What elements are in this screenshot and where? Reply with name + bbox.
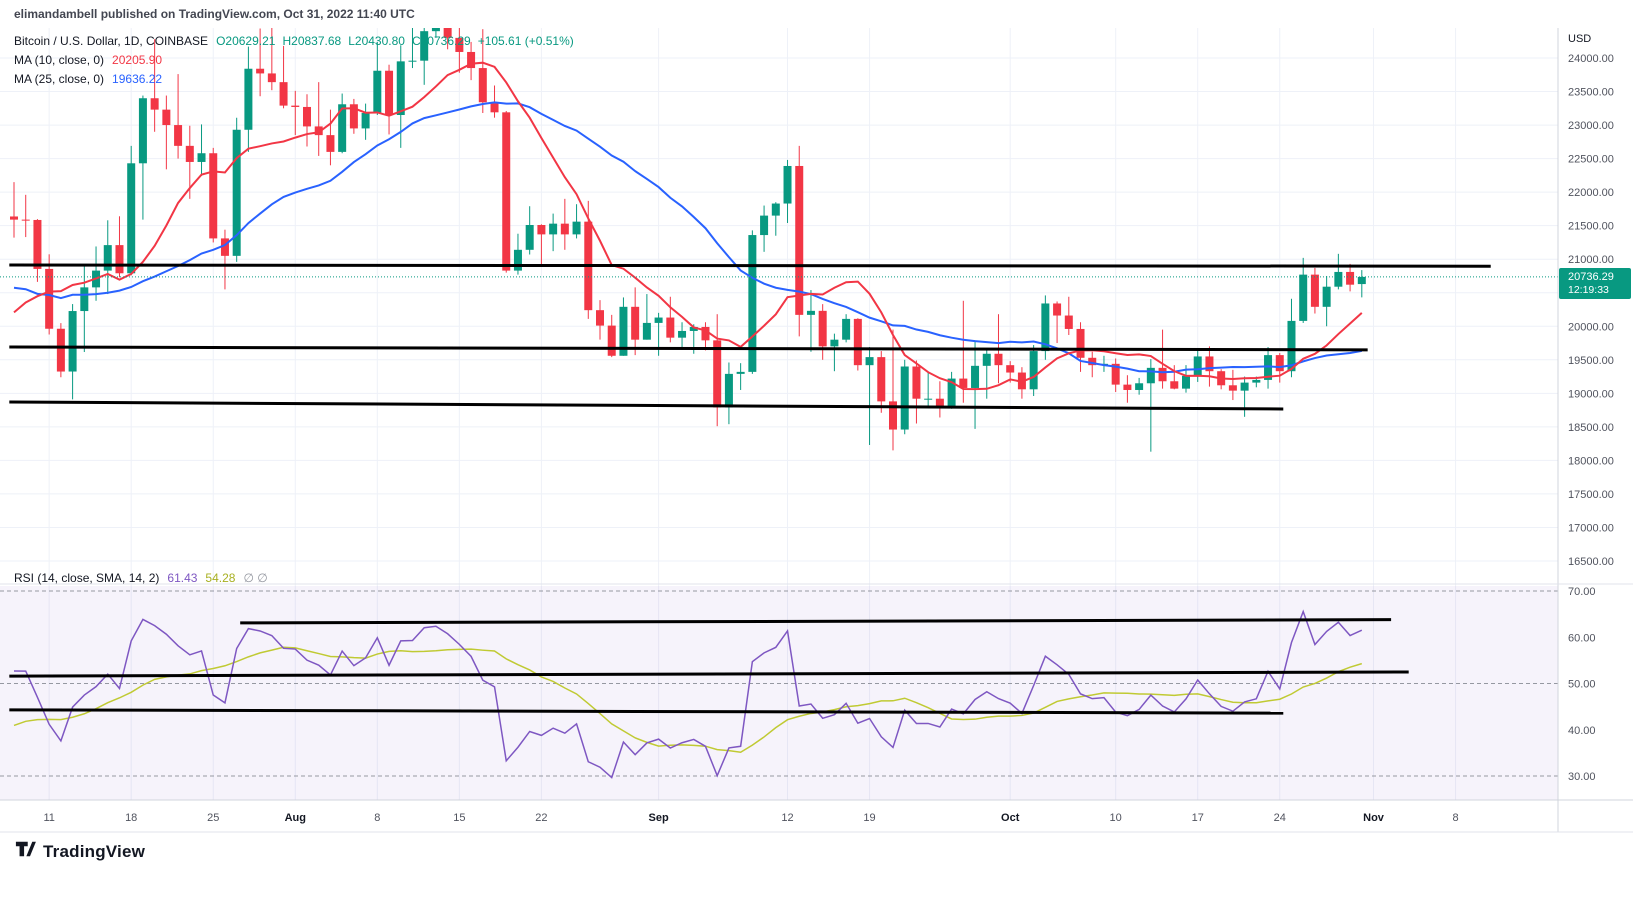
publish-header: elimandambell published on TradingView.c… (0, 0, 1633, 28)
svg-text:16500.00: 16500.00 (1568, 556, 1614, 568)
svg-text:8: 8 (1452, 812, 1458, 824)
ma10-label: MA (10, close, 0) (14, 52, 105, 67)
gridlines (0, 28, 1558, 800)
svg-text:22: 22 (535, 812, 547, 824)
svg-text:22000.00: 22000.00 (1568, 187, 1614, 199)
rsi-value: 61.43 (167, 571, 198, 585)
svg-text:21500.00: 21500.00 (1568, 221, 1614, 233)
ohlc-values: O20629.21 H20837.68 L20430.80 C20736.29 … (216, 34, 574, 48)
svg-text:40.00: 40.00 (1568, 725, 1596, 737)
svg-text:12: 12 (781, 812, 793, 824)
open-label: O (216, 33, 226, 48)
currency-label: USD (1568, 33, 1591, 45)
rsi-trendline[interactable] (9, 708, 1284, 715)
bar-close-countdown: 12:19:33 (1568, 284, 1609, 296)
svg-text:19: 19 (863, 812, 875, 824)
svg-text:18: 18 (125, 812, 137, 824)
svg-text:25: 25 (207, 812, 219, 824)
rsi-pane-background (0, 586, 1558, 800)
open-value: 20629.21 (225, 33, 276, 48)
rsi-trendline[interactable] (240, 618, 1392, 625)
svg-text:60.00: 60.00 (1568, 632, 1596, 644)
svg-text:70.00: 70.00 (1568, 586, 1596, 598)
publish-info-text: elimandambell published on TradingView.c… (14, 7, 415, 21)
low-label: L (348, 33, 355, 48)
ma10-legend-row[interactable]: MA (10, close, 0) 20205.90 (14, 50, 574, 69)
time-axis[interactable]: 11 18 25 Aug 8 15 22 Sep 12 19 Oct 10 17 24 Nov 8 (43, 812, 1458, 824)
main-legend: Bitcoin / U.S. Dollar, 1D, COINBASE O206… (14, 31, 574, 88)
symbol-legend-row[interactable]: Bitcoin / U.S. Dollar, 1D, COINBASE O206… (14, 31, 574, 50)
svg-text:17000.00: 17000.00 (1568, 522, 1614, 534)
rsi-line[interactable] (13, 609, 1363, 779)
svg-text:Aug: Aug (285, 812, 306, 824)
rsi-legend-row[interactable]: RSI (14, close, SMA, 14, 2) 61.43 54.28 … (14, 571, 268, 585)
last-price-value: 20736.29 (1568, 271, 1614, 283)
tradingview-logo-icon[interactable] (14, 839, 36, 864)
ma10-line[interactable] (13, 61, 1363, 391)
svg-text:15: 15 (453, 812, 465, 824)
rsi-trendline[interactable] (9, 670, 1409, 678)
svg-text:19000.00: 19000.00 (1568, 388, 1614, 400)
close-label: C (411, 33, 421, 48)
svg-text:50.00: 50.00 (1568, 679, 1596, 691)
svg-text:30.00: 30.00 (1568, 771, 1596, 783)
svg-text:24000.00: 24000.00 (1568, 53, 1614, 65)
symbol-description[interactable]: Bitcoin / U.S. Dollar, 1D, COINBASE (14, 33, 209, 48)
svg-text:23000.00: 23000.00 (1568, 120, 1614, 132)
price-trendline[interactable] (9, 400, 1284, 411)
last-price-badge: 20736.29 12:19:33 (1559, 268, 1631, 299)
svg-text:10: 10 (1110, 812, 1122, 824)
ma25-label: MA (25, close, 0) (14, 71, 105, 86)
svg-text:18500.00: 18500.00 (1568, 422, 1614, 434)
svg-text:20000.00: 20000.00 (1568, 321, 1614, 333)
high-value: 20837.68 (291, 33, 342, 48)
price-trendline[interactable] (9, 263, 1491, 268)
low-value: 20430.80 (354, 33, 405, 48)
ma25-line[interactable] (13, 101, 1362, 374)
rsi-ma-line[interactable] (13, 646, 1363, 754)
footer: TradingView (14, 839, 145, 864)
change-value: +105.61 (+0.51%) (477, 33, 574, 48)
svg-text:18000.00: 18000.00 (1568, 455, 1614, 467)
tradingview-wordmark[interactable]: TradingView (43, 841, 146, 861)
price-trendline[interactable] (9, 345, 1368, 352)
rsi-ma-value: 54.28 (205, 571, 236, 585)
high-label: H (282, 33, 292, 48)
price-axis[interactable]: USD 24000.00 23500.00 23000.00 22500.00 22000… (1568, 33, 1614, 783)
rsi-band-values: ∅ ∅ (243, 571, 268, 585)
svg-text:22500.00: 22500.00 (1568, 154, 1614, 166)
svg-text:8: 8 (374, 812, 380, 824)
ma10-value: 20205.90 (112, 52, 163, 67)
svg-text:24: 24 (1274, 812, 1286, 824)
close-value: 20736.29 (420, 33, 471, 48)
svg-text:17500.00: 17500.00 (1568, 489, 1614, 501)
ma25-legend-row[interactable]: MA (25, close, 0) 19636.22 (14, 69, 574, 88)
svg-text:23500.00: 23500.00 (1568, 87, 1614, 99)
svg-text:17: 17 (1192, 812, 1204, 824)
svg-text:11: 11 (43, 812, 54, 824)
svg-text:Nov: Nov (1363, 812, 1385, 824)
svg-text:21000.00: 21000.00 (1568, 254, 1614, 266)
svg-text:Sep: Sep (649, 812, 669, 824)
svg-text:Oct: Oct (1001, 812, 1020, 824)
ma25-value: 19636.22 (112, 71, 163, 86)
svg-text:19500.00: 19500.00 (1568, 355, 1614, 367)
rsi-label: RSI (14, close, SMA, 14, 2) (14, 571, 160, 585)
